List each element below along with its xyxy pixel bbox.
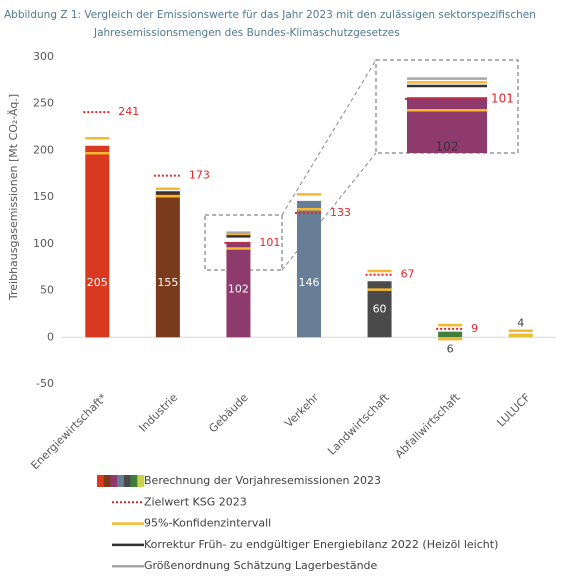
legend-swatch bbox=[137, 475, 145, 487]
bar-value-label: 155 bbox=[157, 276, 178, 289]
target-label: 67 bbox=[401, 268, 415, 281]
y-tick-label: 200 bbox=[33, 143, 54, 156]
y-tick-label: 50 bbox=[40, 284, 54, 297]
bar-value-label: 4 bbox=[517, 317, 524, 330]
legend-swatch bbox=[123, 475, 131, 487]
bar bbox=[155, 192, 180, 338]
legend-label: Zielwert KSG 2023 bbox=[144, 495, 247, 508]
chart-title: Abbildung Z 1: Vergleich der Emissionswe… bbox=[4, 9, 536, 21]
y-tick-label: 100 bbox=[33, 237, 54, 250]
bar bbox=[297, 200, 321, 338]
target-label: 101 bbox=[491, 92, 514, 106]
y-tick-label: 250 bbox=[33, 97, 54, 110]
zoom-connector bbox=[281, 59, 377, 216]
legend-swatch bbox=[103, 475, 111, 487]
target-label: 101 bbox=[259, 236, 280, 249]
x-tick-label: Verkehr bbox=[282, 391, 321, 430]
legend-swatch bbox=[97, 475, 105, 487]
target-label: 9 bbox=[471, 322, 478, 335]
x-tick-label: Industrie bbox=[137, 391, 181, 435]
target-label: 173 bbox=[189, 169, 210, 182]
bar-value-label: 102 bbox=[228, 283, 249, 296]
y-tick-label: -50 bbox=[36, 377, 54, 390]
bar bbox=[438, 331, 463, 338]
bar bbox=[407, 97, 487, 153]
legend-swatch bbox=[117, 475, 125, 487]
x-tick-label: Landwirtschaft bbox=[325, 391, 392, 458]
x-tick-label: Gebäude bbox=[206, 391, 251, 436]
legend-label: Korrektur Früh- zu endgültiger Energiebi… bbox=[144, 538, 498, 551]
y-tick-label: 0 bbox=[47, 330, 54, 343]
y-tick-label: 150 bbox=[33, 190, 54, 203]
target-label: 241 bbox=[118, 105, 139, 118]
bar-value-label: 146 bbox=[299, 276, 320, 289]
bar-value-label: 60 bbox=[373, 302, 387, 315]
bar-value-label: 6 bbox=[447, 342, 454, 355]
target-label: 133 bbox=[330, 206, 351, 219]
legend-label: 95%-Konfidenzintervall bbox=[144, 517, 271, 530]
legend-label: Berechnung der Vorjahresemissionen 2023 bbox=[144, 474, 381, 487]
bar bbox=[85, 145, 110, 338]
x-tick-label: LULUCF bbox=[495, 391, 533, 429]
x-tick-label: Energiewirtschaft* bbox=[28, 391, 109, 472]
y-axis-label: Treibhausgasemissionen [Mt CO₂-Äq.] bbox=[7, 94, 20, 301]
zoom-connector bbox=[281, 152, 377, 271]
y-tick-label: 300 bbox=[33, 50, 54, 63]
bar bbox=[226, 241, 251, 338]
legend-swatch bbox=[130, 475, 138, 487]
legend-swatch bbox=[110, 475, 118, 487]
legend-label: Größenordnung Schätzung Lagerbestände bbox=[144, 559, 378, 572]
chart-title: Jahresemissionsmengen des Bundes-Klimasc… bbox=[93, 27, 400, 39]
bar-value-label: 102 bbox=[436, 140, 459, 154]
bar-value-label: 205 bbox=[87, 276, 108, 289]
x-tick-label: Abfallwirtschaft bbox=[393, 391, 463, 461]
